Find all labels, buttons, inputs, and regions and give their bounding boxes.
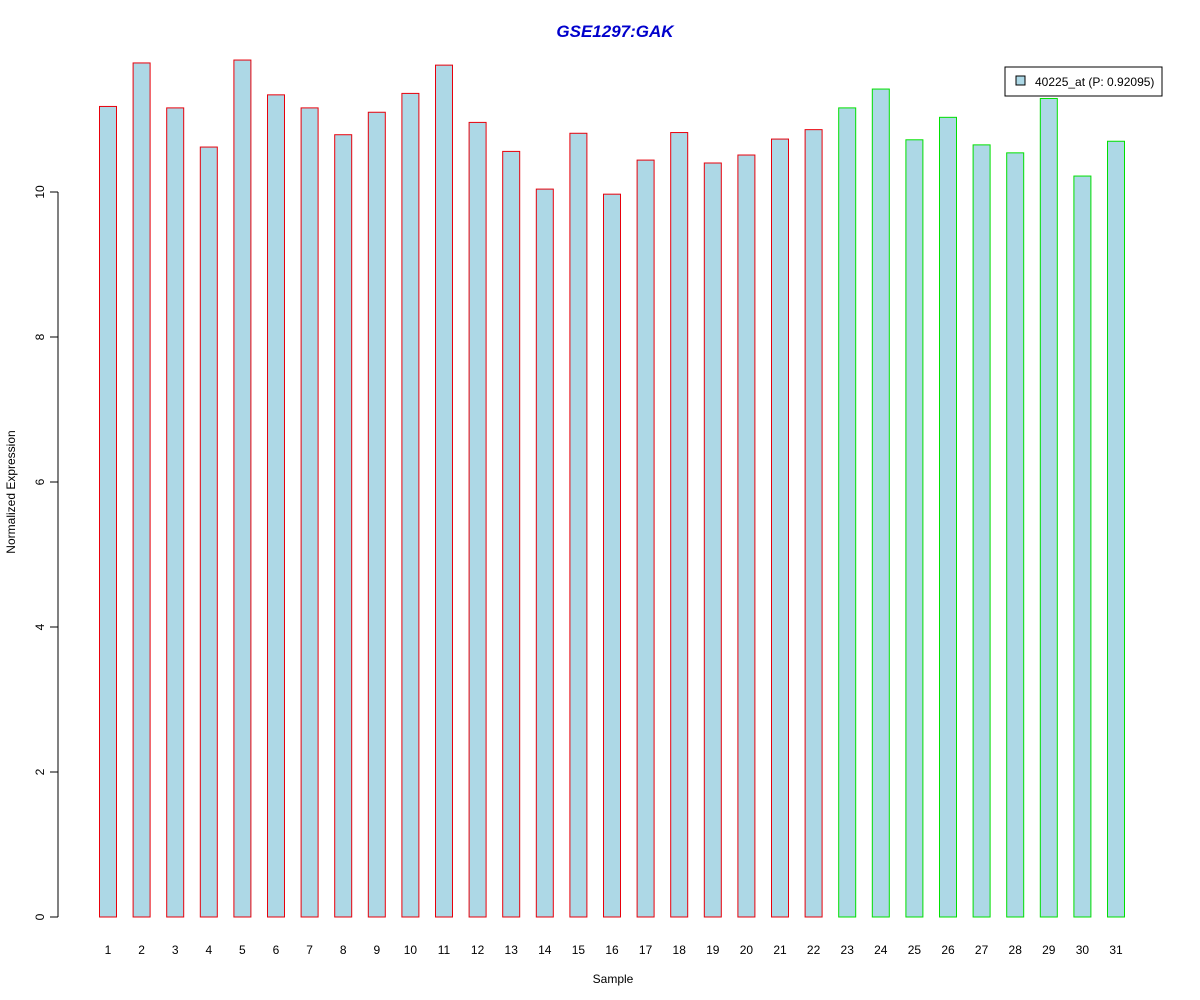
bar-sample-25 bbox=[905, 139, 924, 918]
x-tick-label: 27 bbox=[975, 943, 989, 957]
y-tick-label: 0 bbox=[33, 913, 47, 920]
bar-sample-1 bbox=[99, 105, 117, 918]
x-tick-label: 13 bbox=[505, 943, 519, 957]
x-tick-labels: 1 2 3 4 5 6 7 8 9 10 11 12 13 14 15 16 17 18 19 20 21 22 23 24 2… bbox=[105, 943, 1123, 957]
x-tick-label: 29 bbox=[1042, 943, 1056, 957]
x-tick-label: 6 bbox=[273, 943, 280, 957]
bar-sample-29 bbox=[1039, 97, 1058, 918]
x-tick-label: 16 bbox=[605, 943, 619, 957]
legend-label: 40225_at (P: 0.92095) bbox=[1035, 75, 1154, 89]
x-tick-label: 26 bbox=[941, 943, 955, 957]
bar-sample-16 bbox=[603, 193, 621, 918]
y-tick-label: 8 bbox=[33, 333, 47, 340]
bar-sample-2 bbox=[132, 62, 151, 918]
bar-sample-27 bbox=[972, 144, 991, 918]
x-tick-label: 31 bbox=[1109, 943, 1123, 957]
bar-sample-11 bbox=[435, 64, 453, 918]
x-tick-label: 21 bbox=[773, 943, 787, 957]
bar-sample-10 bbox=[401, 92, 420, 918]
bar-sample-20 bbox=[737, 154, 756, 918]
x-tick-label: 30 bbox=[1076, 943, 1090, 957]
bar-sample-17 bbox=[636, 159, 655, 918]
y-axis-label: Normalized Expression bbox=[4, 430, 18, 553]
x-tick-label: 20 bbox=[740, 943, 754, 957]
bar-sample-30 bbox=[1073, 175, 1092, 918]
bar-sample-7 bbox=[300, 107, 319, 918]
bar-sample-12 bbox=[468, 121, 487, 918]
legend-box bbox=[1004, 66, 1163, 97]
x-tick-label: 17 bbox=[639, 943, 653, 957]
x-tick-label: 1 bbox=[105, 943, 112, 957]
x-tick-label: 24 bbox=[874, 943, 888, 957]
x-tick-label: 18 bbox=[673, 943, 687, 957]
x-tick-label: 3 bbox=[172, 943, 179, 957]
bar-sample-22 bbox=[804, 129, 823, 918]
x-tick-label: 9 bbox=[373, 943, 380, 957]
bar-sample-24 bbox=[871, 88, 890, 918]
bar-sample-28 bbox=[1006, 152, 1025, 918]
x-tick-label: 15 bbox=[572, 943, 586, 957]
bar-sample-14 bbox=[535, 188, 554, 918]
x-tick-label: 10 bbox=[404, 943, 418, 957]
x-tick-label: 19 bbox=[706, 943, 720, 957]
x-tick-label: 11 bbox=[438, 943, 451, 957]
bar-sample-18 bbox=[670, 132, 689, 918]
bar-sample-4 bbox=[199, 146, 218, 918]
legend-swatch bbox=[1015, 75, 1026, 86]
bar-sample-23 bbox=[838, 107, 857, 918]
y-axis: 0 2 4 6 8 10 bbox=[33, 185, 59, 920]
x-axis-label: Sample bbox=[593, 972, 634, 986]
bar-sample-26 bbox=[939, 116, 957, 918]
bar-sample-15 bbox=[569, 132, 588, 918]
x-tick-label: 5 bbox=[239, 943, 246, 957]
y-tick-label: 2 bbox=[33, 768, 47, 775]
x-tick-label: 28 bbox=[1009, 943, 1023, 957]
y-tick-label: 4 bbox=[33, 623, 47, 630]
bar-sample-31 bbox=[1107, 140, 1125, 918]
x-tick-label: 2 bbox=[138, 943, 145, 957]
x-tick-label: 22 bbox=[807, 943, 821, 957]
bar-sample-13 bbox=[502, 150, 521, 918]
bars bbox=[99, 59, 1125, 918]
bar-sample-9 bbox=[367, 111, 386, 918]
x-tick-label: 12 bbox=[471, 943, 485, 957]
bar-sample-19 bbox=[703, 162, 722, 918]
x-tick-label: 25 bbox=[908, 943, 922, 957]
y-tick-label: 10 bbox=[33, 185, 47, 199]
bar-sample-5 bbox=[233, 59, 252, 918]
x-tick-label: 4 bbox=[205, 943, 212, 957]
y-tick-label: 6 bbox=[33, 478, 47, 485]
bar-sample-6 bbox=[267, 94, 285, 918]
legend: 40225_at (P: 0.92095) bbox=[1004, 66, 1163, 97]
bar-sample-8 bbox=[334, 134, 353, 918]
x-tick-label: 14 bbox=[538, 943, 552, 957]
chart-title: GSE1297:GAK bbox=[556, 22, 675, 41]
x-tick-label: 8 bbox=[340, 943, 347, 957]
x-tick-label: 7 bbox=[306, 943, 313, 957]
bar-sample-3 bbox=[166, 107, 185, 918]
x-tick-label: 23 bbox=[841, 943, 855, 957]
bar-sample-21 bbox=[771, 138, 789, 918]
